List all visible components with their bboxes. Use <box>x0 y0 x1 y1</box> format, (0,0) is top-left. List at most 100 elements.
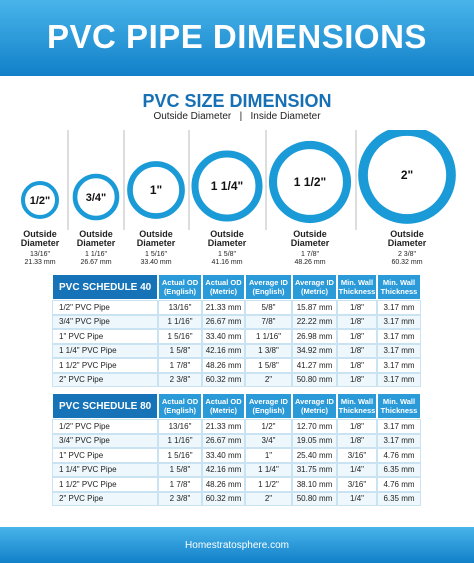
table-cell: 25.40 mm <box>292 448 337 463</box>
table-header: PVC SCHEDULE 80 <box>52 393 158 419</box>
pipe-size: 3/4" <box>86 192 107 204</box>
table-cell: 1 5/16" <box>158 329 202 344</box>
table-cell: 1/8" <box>337 358 377 373</box>
table-cell: 42.16 mm <box>202 462 245 477</box>
table-header: Min. Wall Thickness <box>377 274 421 300</box>
table-cell: 1" PVC Pipe <box>52 329 158 344</box>
metric: 48.26 mm <box>294 259 326 266</box>
table-cell: 1 5/16" <box>158 448 202 463</box>
english: 1 1/16" <box>85 251 107 258</box>
table-cell: 1/4" <box>337 491 377 506</box>
table-cell: 48.26 mm <box>202 358 245 373</box>
table-cell: 19.05 mm <box>292 433 337 448</box>
caption: Outside Diameter <box>20 229 60 248</box>
table-header: Average ID (Metric) <box>292 393 337 419</box>
table-cell: 1 1/2" PVC Pipe <box>52 477 158 492</box>
table-header: Actual OD (English) <box>158 393 202 419</box>
table-header: Average ID (English) <box>245 274 292 300</box>
table-cell: 3.17 mm <box>377 372 421 387</box>
table-cell: 31.75 mm <box>292 462 337 477</box>
table-cell: 15.87 mm <box>292 300 337 315</box>
pipe-size: 1" <box>150 183 162 197</box>
table-cell: 1/8" <box>337 343 377 358</box>
table-cell: 1/2" PVC Pipe <box>52 419 158 434</box>
section-subtitle: Outside Diameter | Inside Diameter <box>153 111 321 122</box>
table-cell: 1 1/16" <box>158 314 202 329</box>
table-cell: 1 5/8" <box>245 358 292 373</box>
table-cell: 2" PVC Pipe <box>52 491 158 506</box>
table-cell: 21.33 mm <box>202 419 245 434</box>
metric: 33.40 mm <box>140 259 172 266</box>
table-header: Min. Wall Thickness <box>337 393 377 419</box>
table-cell: 12.70 mm <box>292 419 337 434</box>
pipe-circle <box>72 173 120 221</box>
table-cell: 41.27 mm <box>292 358 337 373</box>
table-header: Actual OD (English) <box>158 274 202 300</box>
pipe-size: 2" <box>401 168 413 182</box>
table-cell: 1/8" <box>337 372 377 387</box>
table-cell: 1 1/16" <box>158 433 202 448</box>
table-cell: 1" PVC Pipe <box>52 448 158 463</box>
metric: 41.16 mm <box>211 259 243 266</box>
table-cell: 1 1/2" PVC Pipe <box>52 358 158 373</box>
circles: 1/2" 3/4" 1" 1 1/4" 1 1/2" 2" <box>21 130 456 230</box>
caption: Outside Diameter <box>387 229 427 248</box>
table-cell: 1/8" <box>337 314 377 329</box>
table-cell: 2" <box>245 372 292 387</box>
english: 13/16" <box>29 251 50 258</box>
table-cell: 1 1/4" <box>245 462 292 477</box>
table-cell: 1/8" <box>337 329 377 344</box>
table-cell: 4.76 mm <box>377 448 421 463</box>
table-cell: 4.76 mm <box>377 477 421 492</box>
pipe-circle <box>191 150 263 222</box>
table-cell: 1 7/8" <box>158 358 202 373</box>
table-cell: 1" <box>245 448 292 463</box>
pipe-size: 1/2" <box>30 195 51 207</box>
english: 1 5/8" <box>217 251 237 258</box>
table-cell: 13/16" <box>158 419 202 434</box>
table-cell: 60.32 mm <box>202 491 245 506</box>
english: 2 3/8" <box>397 251 417 258</box>
table-cell: 3/16" <box>337 477 377 492</box>
pipe-circle <box>268 140 352 224</box>
table-cell: 26.67 mm <box>202 314 245 329</box>
table-header: Actual OD (Metric) <box>202 393 245 419</box>
table-cell: 26.98 mm <box>292 329 337 344</box>
table-cell: 22.22 mm <box>292 314 337 329</box>
table-header: Min. Wall Thickness <box>337 274 377 300</box>
pipe-size: 1 1/4" <box>211 179 243 193</box>
table-cell: 2 3/8" <box>158 491 202 506</box>
table-cell: 26.67 mm <box>202 433 245 448</box>
table-cell: 1 1/2" <box>245 477 292 492</box>
table-cell: 3/4" PVC Pipe <box>52 314 158 329</box>
table-cell: 21.33 mm <box>202 300 245 315</box>
table-header: Min. Wall Thickness <box>377 393 421 419</box>
english: 1 7/8" <box>300 251 320 258</box>
metric: 60.32 mm <box>391 259 423 266</box>
table-cell: 1 3/8" <box>245 343 292 358</box>
table-cell: 3.17 mm <box>377 419 421 434</box>
pipe-size: 1 1/2" <box>294 175 326 189</box>
table-cell: 42.16 mm <box>202 343 245 358</box>
table-cell: 1/4" <box>337 462 377 477</box>
table-cell: 5/8" <box>245 300 292 315</box>
metric: 26.67 mm <box>80 259 112 266</box>
table-cell: 6.35 mm <box>377 462 421 477</box>
table-cell: 2" PVC Pipe <box>52 372 158 387</box>
table-cell: 2 3/8" <box>158 372 202 387</box>
english: 1 5/16" <box>145 251 167 258</box>
table-cell: 3/4" <box>245 433 292 448</box>
table-cell: 1 1/4" PVC Pipe <box>52 343 158 358</box>
table-cell: 7/8" <box>245 314 292 329</box>
table-header: Average ID (Metric) <box>292 274 337 300</box>
metric: 21.33 mm <box>24 259 56 266</box>
table-cell: 6.35 mm <box>377 491 421 506</box>
pipe-circle <box>127 161 185 219</box>
table-cell: 48.26 mm <box>202 477 245 492</box>
table-header: PVC SCHEDULE 40 <box>52 274 158 300</box>
table-cell: 3.17 mm <box>377 329 421 344</box>
section-title: PVC SIZE DIMENSION <box>142 91 332 111</box>
caption: Outside Diameter <box>207 229 247 248</box>
pipe-circle <box>21 181 59 219</box>
